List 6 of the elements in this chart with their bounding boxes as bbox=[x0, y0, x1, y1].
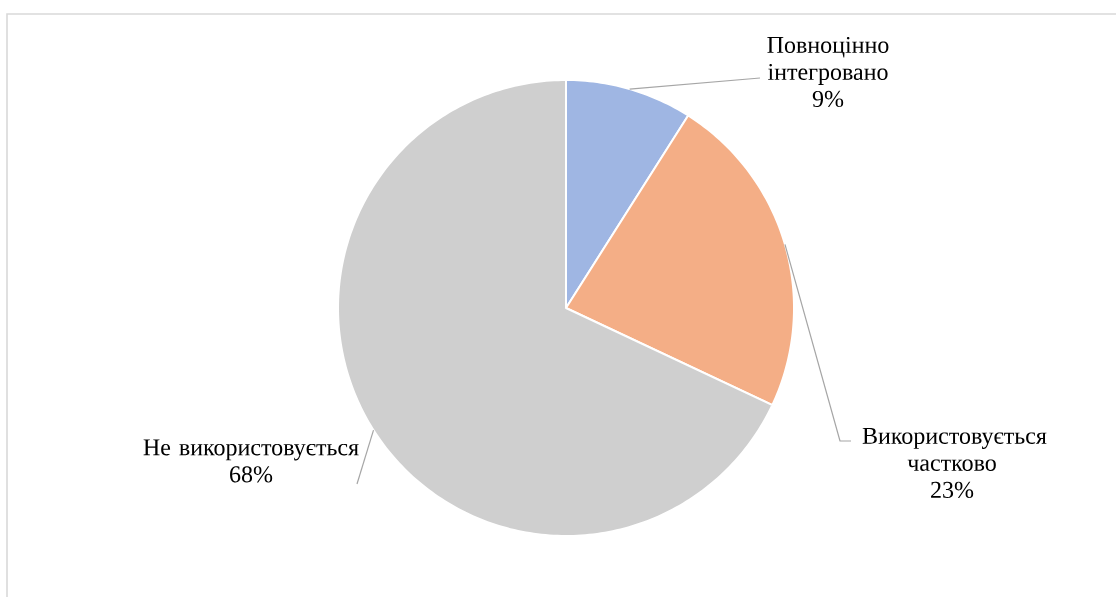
data-label: 23% bbox=[931, 481, 974, 499]
data-label: 9% bbox=[812, 90, 844, 108]
data-label: 68% bbox=[230, 466, 273, 483]
slice-label: Використовується частково bbox=[862, 427, 1047, 471]
slice-label: Повноцінно інтегровано bbox=[767, 36, 889, 85]
slice-label: Не використовується bbox=[143, 439, 359, 461]
